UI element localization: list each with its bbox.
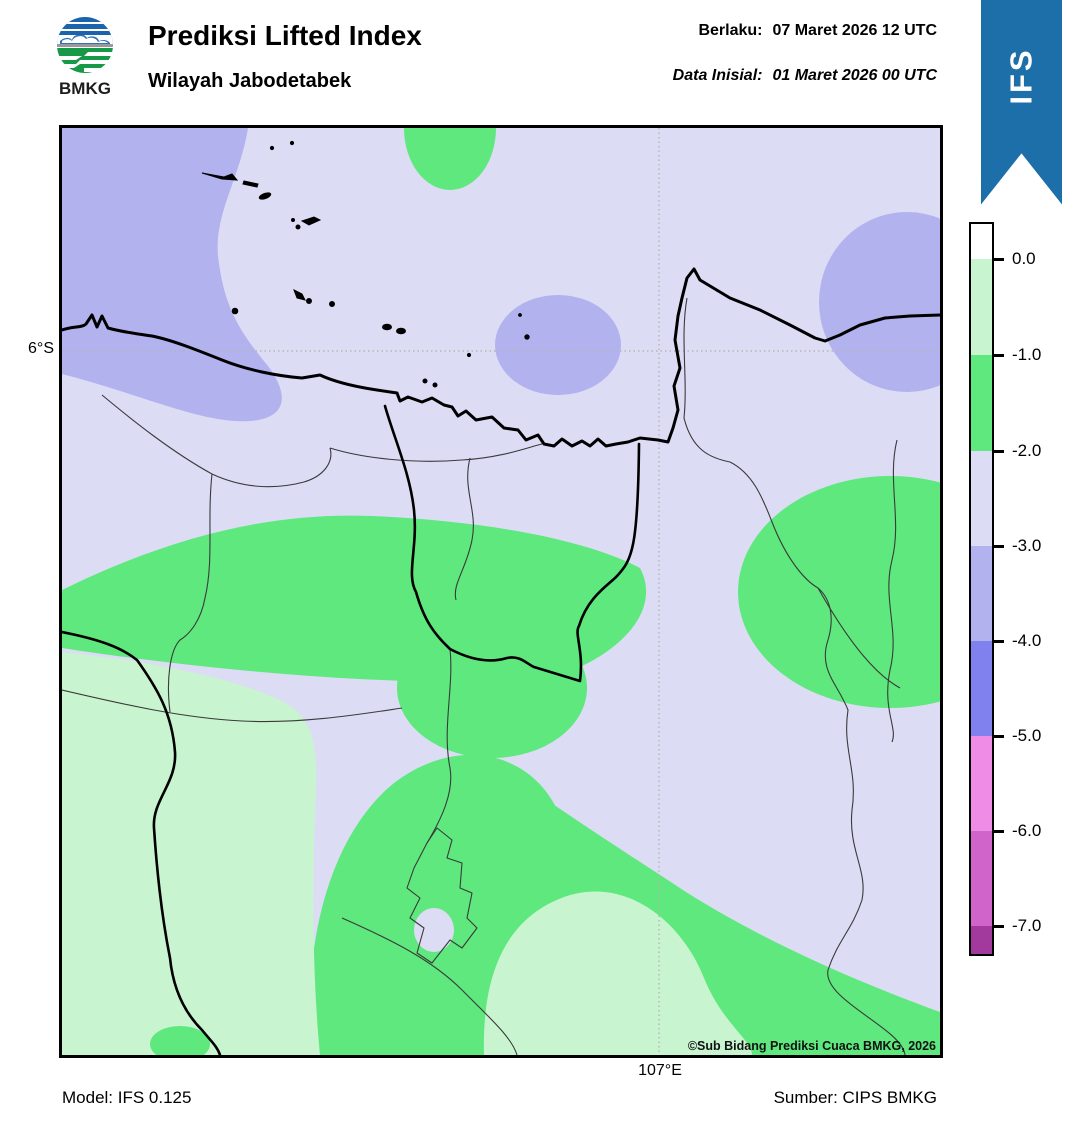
- fill-palegreen-regions: [62, 652, 752, 1055]
- admin-boundaries-thin: [62, 297, 906, 1055]
- colorbar-tick-label: -2.0: [1012, 441, 1042, 460]
- source-info: Sumber: CIPS BMKG: [773, 1088, 937, 1107]
- map-copyright: ©Sub Bidang Prediksi Cuaca BMKG, 2026: [687, 1039, 936, 1053]
- coastline: [62, 267, 940, 448]
- colorbar-tick-label: -7.0: [1012, 916, 1042, 935]
- colorbar-tick-label: 0.0: [1012, 249, 1036, 268]
- valid-time-line: Berlaku: 07 Maret 2026 12 UTC: [477, 22, 937, 40]
- colorbar-segment-above_0: [971, 224, 992, 259]
- map-canvas: [62, 128, 940, 1055]
- colorbar-tick-label: -4.0: [1012, 631, 1042, 650]
- colorbar-tick-label: -1.0: [1012, 345, 1042, 364]
- colorbar-tick: [992, 925, 1004, 928]
- lifted-index-map: ©Sub Bidang Prediksi Cuaca BMKG, 2026: [59, 125, 943, 1058]
- colorbar-tick-label: -6.0: [1012, 821, 1042, 840]
- colorbar-segment-0_to_-1: [971, 259, 992, 355]
- colorbar-tick-label: -5.0: [1012, 726, 1042, 745]
- model-info: Model: IFS 0.125: [62, 1088, 192, 1107]
- page-title: Prediksi Lifted Index: [148, 20, 422, 51]
- valid-time-label: Berlaku:: [698, 22, 763, 39]
- initial-time-label: Data Inisial:: [672, 67, 763, 84]
- latitude-label: 6°S: [28, 340, 54, 357]
- bmkg-logo-globe: [57, 17, 113, 73]
- colorbar-segment--5_to_-6: [971, 736, 992, 831]
- longitude-label: 107°E: [638, 1062, 682, 1079]
- fill-periwinkle-regions: [62, 128, 940, 422]
- colorbar-segment-below_-7: [971, 926, 992, 954]
- initial-time-line: Data Inisial: 01 Maret 2026 00 UTC: [477, 67, 937, 85]
- colorbar-tick: [992, 545, 1004, 548]
- page-subtitle: Wilayah Jabodetabek: [148, 70, 352, 92]
- valid-time-value: 07 Maret 2026 12 UTC: [772, 22, 937, 39]
- fill-lavender-dot: [414, 908, 454, 952]
- colorbar-tick: [992, 640, 1004, 643]
- model-ribbon-label: IFS: [1003, 47, 1039, 105]
- initial-time-value: 01 Maret 2026 00 UTC: [772, 67, 937, 84]
- colorbar-tick: [992, 830, 1004, 833]
- colorbar-segment--6_to_-7: [971, 831, 992, 926]
- colorbar-segment--4_to_-5: [971, 641, 992, 736]
- colorbar-tick: [992, 354, 1004, 357]
- colorbar: [969, 222, 994, 956]
- model-ribbon: IFS: [981, 0, 1062, 205]
- colorbar-tick: [992, 450, 1004, 453]
- graticule: [62, 128, 940, 1055]
- colorbar-tick-label: -3.0: [1012, 536, 1042, 555]
- fill-green-small-blob: [150, 1026, 210, 1055]
- colorbar-segment--3_to_-4: [971, 546, 992, 641]
- bmkg-logo: BMKG: [57, 17, 113, 98]
- colorbar-tick: [992, 735, 1004, 738]
- admin-boundaries-thick: [62, 404, 641, 1055]
- islands: [201, 140, 530, 388]
- colorbar-tick: [992, 258, 1004, 261]
- colorbar-segment--1_to_-2: [971, 355, 992, 451]
- bmkg-logo-text: BMKG: [59, 79, 111, 98]
- forecast-times: Berlaku: 07 Maret 2026 12 UTC Data Inisia…: [477, 22, 937, 85]
- colorbar-segment--2_to_-3: [971, 451, 992, 546]
